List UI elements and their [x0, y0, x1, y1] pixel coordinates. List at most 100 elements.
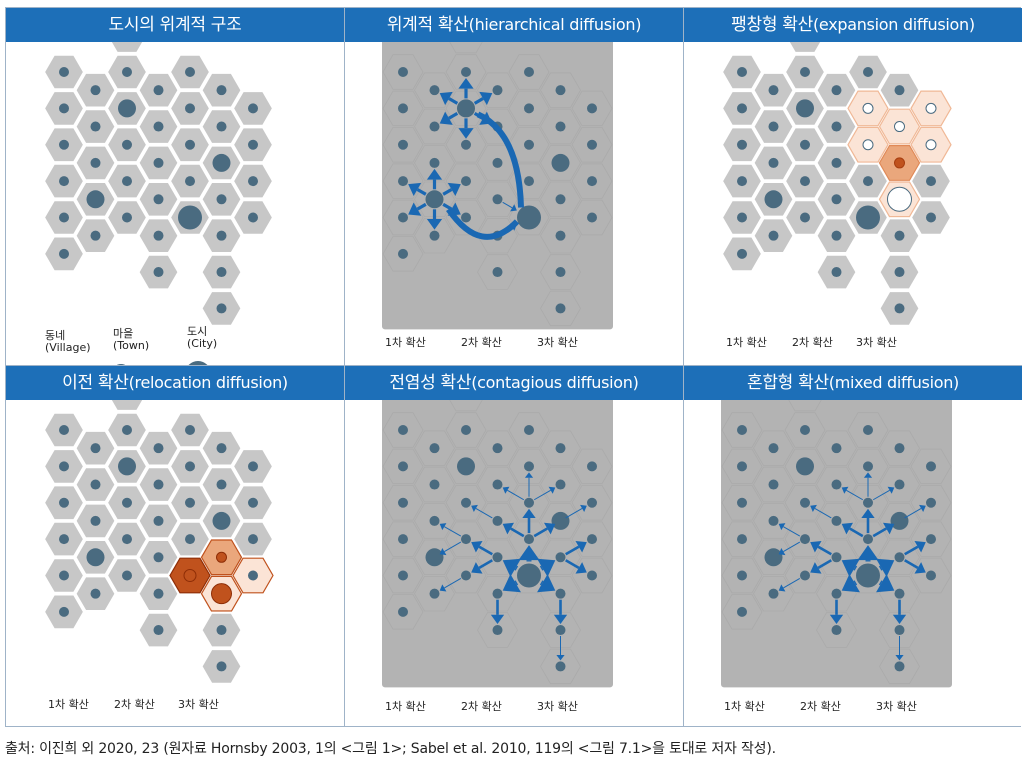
- village-dot: [737, 176, 747, 187]
- village-dot: [863, 461, 873, 472]
- legend-city: 도시 (City): [184, 326, 217, 365]
- legend-label: 3차 확산: [537, 336, 578, 349]
- diffusion-arrow: [849, 527, 864, 538]
- legend-third: 3차 확산: [174, 696, 219, 712]
- arrow-head: [857, 545, 879, 561]
- diffusion-arrow: [872, 489, 890, 501]
- diffusion-arrow: [448, 97, 459, 105]
- diffusion-arrow: [514, 580, 519, 586]
- town-dot: [86, 190, 105, 209]
- arrow-head: [556, 655, 565, 661]
- village-dot: [555, 443, 566, 454]
- panel-hierarchical-structure: 도시의 위계적 구조 동네 (Village) 마을 (Town) 도시 (City): [6, 8, 345, 366]
- panel-title: 팽창형 확산(expansion diffusion): [684, 8, 1022, 42]
- village-dot: [800, 534, 810, 545]
- diffusion-arrow: [853, 580, 858, 586]
- arrow-head: [876, 574, 895, 593]
- legend: 1차 확산 2차 확산 3차 확산: [684, 696, 1022, 726]
- town-dot: [86, 548, 105, 567]
- diffusion-arrow: [507, 489, 525, 501]
- arrow-head: [447, 182, 461, 197]
- village-dot: [59, 606, 69, 617]
- village-dot: [122, 176, 132, 187]
- village-dot: [429, 230, 440, 241]
- arrow-head: [537, 574, 556, 593]
- village-dot: [831, 443, 842, 454]
- village-dot: [894, 121, 905, 133]
- hex-cell: [109, 400, 145, 412]
- legend: 1차 확산 2차 확산 3차 확산: [345, 332, 683, 362]
- arrow-head: [439, 548, 447, 556]
- diffusion-arrow: [846, 489, 864, 501]
- panel-title-ko: 이전 확산: [62, 373, 129, 393]
- village-dot: [398, 606, 408, 617]
- arrow-head: [841, 574, 860, 593]
- village-dot: [894, 552, 905, 563]
- hex-cell: [788, 400, 822, 412]
- village-dot: [398, 570, 408, 581]
- figure-grid: 도시의 위계적 구조 동네 (Village) 마을 (Town) 도시 (City)…: [5, 7, 1022, 727]
- village-dot: [153, 121, 164, 132]
- city-dot-icon: [188, 361, 208, 365]
- panel-title-ko: 도시의 위계적 구조: [108, 15, 242, 35]
- diffusion-arrow: [475, 508, 493, 519]
- legend-label: 3차 확산: [876, 700, 917, 713]
- village-dot: [398, 139, 408, 150]
- panel-relocation-diffusion: 이전 확산(relocation diffusion) 1차 확산 2차 확산 …: [6, 366, 345, 726]
- legend-third: 3차 확산: [535, 698, 578, 714]
- village-dot: [248, 497, 258, 508]
- arrow-head: [471, 540, 483, 553]
- arrow-head: [471, 562, 483, 574]
- village-dot: [492, 479, 503, 490]
- village-dot: [555, 625, 566, 636]
- village-dot: [90, 121, 101, 132]
- village-dot: [122, 570, 132, 581]
- village-dot: [153, 443, 164, 454]
- arrow-head: [882, 522, 895, 535]
- diffusion-arrow: [565, 545, 580, 556]
- village-dot: [524, 67, 534, 77]
- arrow-head: [876, 558, 895, 577]
- legend-label: 1차 확산: [385, 336, 426, 349]
- village-dot: [429, 157, 440, 168]
- diffusion-arrow: [416, 202, 427, 211]
- legend-label: 3차 확산: [178, 698, 219, 711]
- arrow-head: [490, 614, 505, 625]
- diffusion-arrow: [817, 559, 832, 569]
- village-dot: [587, 461, 597, 472]
- arrow-head: [408, 202, 422, 216]
- village-dot: [800, 176, 810, 187]
- arrow-head: [895, 655, 904, 661]
- town-dot: [457, 457, 475, 476]
- diffusion-arrow: [514, 565, 519, 571]
- arrow-head: [841, 558, 860, 577]
- legend-label: 1차 확산: [726, 336, 767, 349]
- city-dot: [183, 568, 197, 582]
- diffusion-arrow: [817, 545, 832, 556]
- hex-cell: [449, 400, 483, 412]
- legend-label: 1차 확산: [48, 698, 89, 711]
- village-dot: [59, 461, 69, 472]
- diffusion-arrow: [448, 111, 459, 120]
- legend-sub: (Town): [113, 339, 150, 352]
- village-dot: [737, 461, 747, 472]
- village-dot: [216, 267, 227, 278]
- panel-title-en: (contagious diffusion): [471, 373, 639, 392]
- arrow-head: [510, 204, 517, 212]
- village-dot: [894, 588, 905, 599]
- village-dot: [587, 139, 597, 150]
- legend-first: 1차 확산: [44, 696, 89, 712]
- town-dot: [457, 99, 475, 118]
- village-dot: [122, 67, 132, 77]
- legend: 1차 확산 2차 확산 3차 확산: [345, 696, 683, 726]
- village-dot: [59, 176, 69, 187]
- legend-third: 3차 확산: [874, 698, 917, 714]
- village-dot: [926, 461, 936, 472]
- village-dot: [555, 552, 566, 563]
- arrow-head: [810, 504, 817, 512]
- village-dot: [524, 461, 534, 472]
- village-dot: [59, 103, 69, 114]
- village-dot: [248, 570, 258, 581]
- village-dot: [862, 139, 874, 151]
- village-dot: [59, 212, 69, 223]
